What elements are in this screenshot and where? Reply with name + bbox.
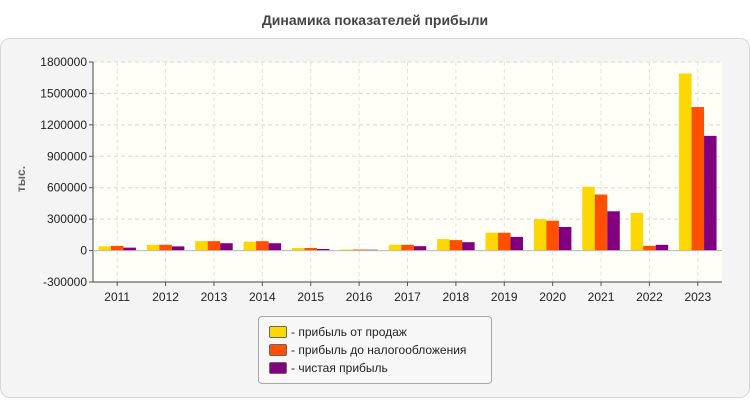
bar bbox=[679, 73, 692, 251]
bar bbox=[98, 246, 111, 251]
y-axis-label: тыс. bbox=[14, 165, 29, 193]
y-tick-label: 1200000 bbox=[40, 118, 87, 132]
legend-swatch-net bbox=[269, 362, 287, 374]
legend: - прибыль от продаж - прибыль до налогоо… bbox=[258, 316, 492, 384]
bar bbox=[268, 243, 282, 251]
y-tick-label: 0 bbox=[80, 244, 87, 258]
legend-item-sales: - прибыль от продаж bbox=[269, 323, 407, 341]
x-tick-label: 2023 bbox=[684, 290, 711, 304]
x-tick-label: 2014 bbox=[249, 290, 276, 304]
x-tick-label: 2016 bbox=[346, 290, 373, 304]
bar bbox=[388, 244, 402, 251]
bar bbox=[704, 135, 717, 251]
bar bbox=[171, 246, 185, 251]
x-tick-label: 2013 bbox=[201, 290, 228, 304]
x-tick-label: 2022 bbox=[636, 290, 663, 304]
bar bbox=[437, 239, 450, 251]
y-tick-label: -300000 bbox=[43, 275, 87, 289]
bar bbox=[533, 219, 547, 251]
x-tick-label: 2011 bbox=[104, 290, 130, 304]
bar bbox=[352, 249, 366, 251]
y-tick-label: 300000 bbox=[47, 212, 87, 226]
bar bbox=[607, 211, 620, 251]
x-tick-label: 2012 bbox=[152, 290, 179, 304]
x-tick-label: 2015 bbox=[297, 290, 324, 304]
legend-item-net: - чистая прибыль bbox=[269, 359, 388, 377]
bar bbox=[498, 232, 511, 251]
bar bbox=[643, 245, 656, 251]
x-tick-label: 2021 bbox=[588, 290, 615, 304]
bar bbox=[256, 241, 269, 251]
x-tick-label: 2020 bbox=[539, 290, 566, 304]
bar bbox=[220, 243, 233, 251]
y-tick-label: 900000 bbox=[47, 149, 87, 163]
bar bbox=[462, 242, 475, 251]
bar bbox=[655, 244, 669, 251]
bar bbox=[691, 107, 705, 251]
bar bbox=[510, 236, 524, 251]
legend-swatch-pretax bbox=[269, 344, 287, 356]
bar bbox=[582, 186, 595, 251]
bar bbox=[413, 246, 427, 251]
bar bbox=[110, 245, 124, 251]
legend-item-pretax: - прибыль до налогообложения bbox=[269, 341, 466, 359]
bar bbox=[207, 241, 221, 251]
y-tick-label: 1800000 bbox=[40, 55, 87, 69]
bar bbox=[304, 247, 317, 251]
bar bbox=[195, 241, 208, 251]
chart-title: Динамика показателей прибыли bbox=[261, 12, 489, 28]
legend-swatch-sales bbox=[269, 326, 287, 338]
y-tick-label: 600000 bbox=[47, 181, 87, 195]
x-tick-label: 2019 bbox=[491, 290, 518, 304]
bar bbox=[316, 249, 330, 251]
bar bbox=[243, 241, 257, 251]
x-tick-label: 2018 bbox=[443, 290, 470, 304]
bar bbox=[123, 247, 136, 251]
bar bbox=[159, 244, 172, 251]
bar bbox=[485, 232, 499, 251]
bar bbox=[340, 249, 353, 251]
bar bbox=[594, 194, 608, 251]
y-tick-label: 1500000 bbox=[40, 86, 87, 100]
bar bbox=[291, 247, 305, 251]
x-tick-label: 2017 bbox=[394, 290, 421, 304]
bar bbox=[546, 220, 559, 251]
bar bbox=[558, 227, 572, 251]
bar bbox=[449, 240, 463, 251]
bar bbox=[146, 244, 160, 251]
bar bbox=[401, 244, 414, 251]
bar bbox=[630, 212, 644, 251]
